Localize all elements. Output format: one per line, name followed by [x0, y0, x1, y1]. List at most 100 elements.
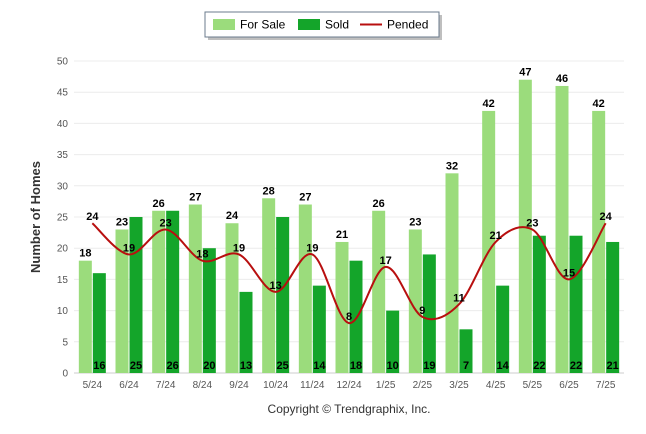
- for-sale-value-label: 23: [409, 216, 421, 228]
- bars: [78, 79, 620, 374]
- pended-line: [91, 222, 607, 325]
- sold-bar: [386, 310, 400, 373]
- x-tick-label: 1/25: [376, 380, 396, 391]
- x-tick-label: 4/25: [486, 380, 506, 391]
- for-sale-value-label: 27: [189, 192, 201, 204]
- pended-value-label: 11: [453, 292, 465, 304]
- pended-value-label: 24: [600, 211, 613, 223]
- pended-value-label: 9: [419, 305, 425, 317]
- for-sale-bar: [262, 198, 276, 373]
- for-sale-bar: [408, 229, 422, 373]
- x-tick-label: 5/25: [523, 380, 543, 391]
- for-sale-value-label: 23: [116, 216, 128, 228]
- sold-value-label: 25: [130, 360, 142, 372]
- sold-value-label: 16: [93, 360, 105, 372]
- pended-value-label: 8: [346, 311, 352, 323]
- sold-value-label: 10: [387, 360, 399, 372]
- sold-value-label: 14: [313, 360, 326, 372]
- pended-value-label: 18: [196, 249, 208, 261]
- sold-bar: [459, 329, 473, 373]
- sold-value-label: 14: [497, 360, 510, 372]
- x-tick-label: 3/25: [449, 380, 469, 391]
- y-tick-label: 10: [57, 306, 69, 317]
- for-sale-bar: [372, 210, 386, 373]
- legend-sold-label: Sold: [325, 18, 349, 32]
- pended-value-label: 15: [563, 267, 575, 279]
- sold-value-label: 21: [607, 360, 619, 372]
- pended-value-label: 13: [270, 280, 282, 292]
- for-sale-value-label: 47: [519, 67, 531, 79]
- for-sale-bar: [298, 204, 312, 373]
- x-tick-label: 8/24: [193, 380, 213, 391]
- sold-value-label: 18: [350, 360, 362, 372]
- legend-box: [204, 11, 440, 38]
- sold-bar: [569, 235, 583, 373]
- pended-value-label: 23: [526, 217, 538, 229]
- sold-bar: [276, 217, 290, 373]
- for-sale-bar: [115, 229, 129, 373]
- sold-bar: [202, 248, 216, 373]
- sold-bar: [496, 285, 510, 373]
- for-sale-value-label: 24: [226, 210, 239, 222]
- y-tick-label: 35: [57, 150, 69, 161]
- x-tick-label: 2/25: [413, 380, 433, 391]
- pended-value-label: 19: [123, 242, 135, 254]
- x-tick-label: 6/25: [559, 380, 579, 391]
- sold-value-label: 22: [570, 360, 582, 372]
- x-tick-label: 5/24: [83, 380, 103, 391]
- for-sale-value-label: 26: [153, 198, 165, 210]
- sold-value-label: 19: [423, 360, 435, 372]
- pended-value-label: 17: [380, 255, 392, 267]
- sold-value-label: 13: [240, 360, 252, 372]
- y-tick-label: 50: [57, 57, 69, 68]
- sold-bar: [312, 285, 326, 373]
- x-tick-label: 12/24: [336, 380, 361, 391]
- pended-series-line: [91, 222, 607, 325]
- for-sale-value-label: 27: [299, 192, 311, 204]
- x-tick-label: 7/25: [596, 380, 616, 391]
- for-sale-bar: [152, 210, 166, 373]
- y-tick-label: 25: [57, 213, 69, 224]
- data-labels: 18 16 24 23 25 19 26 26 23 27 20 18 24 13 19 28 25 13 27 14…: [79, 67, 619, 372]
- y-tick-label: 20: [57, 244, 69, 255]
- for-sale-bar: [592, 110, 606, 374]
- for-sale-bar: [445, 173, 459, 373]
- y-tick-label: 45: [57, 88, 69, 99]
- x-tick-label: 11/24: [300, 380, 325, 391]
- for-sale-value-label: 21: [336, 229, 348, 241]
- for-sale-bar: [78, 260, 92, 373]
- for-sale-value-label: 28: [263, 185, 275, 197]
- y-axis-ticks: 0 5 10 15 20 25 30 35 40 45 50: [57, 57, 69, 380]
- sold-bar: [532, 235, 546, 373]
- y-tick-label: 30: [57, 181, 69, 192]
- sold-bar: [422, 254, 436, 373]
- sold-value-label: 25: [277, 360, 289, 372]
- for-sale-value-label: 26: [373, 198, 385, 210]
- gridlines: [74, 60, 624, 374]
- x-tick-label: 6/24: [119, 380, 139, 391]
- legend: For Sale Sold Pended: [204, 11, 442, 40]
- y-axis-title: Number of Homes: [28, 161, 43, 273]
- pended-value-label: 21: [490, 230, 502, 242]
- legend-for-sale-label: For Sale: [240, 18, 286, 32]
- for-sale-value-label: 42: [483, 98, 495, 110]
- pended-value-label: 23: [160, 217, 172, 229]
- sold-bar: [606, 241, 620, 373]
- sold-bar: [166, 210, 180, 373]
- y-tick-label: 5: [62, 337, 68, 348]
- pended-value-label: 19: [306, 242, 318, 254]
- x-tick-label: 10/24: [263, 380, 288, 391]
- y-tick-label: 40: [57, 119, 69, 130]
- legend-sold-swatch: [298, 19, 320, 30]
- y-tick-label: 0: [62, 369, 68, 380]
- sold-value-label: 7: [463, 360, 469, 372]
- sold-bar: [239, 291, 253, 373]
- legend-pended-label: Pended: [387, 18, 428, 32]
- for-sale-bar: [555, 85, 569, 374]
- sold-value-label: 26: [167, 360, 179, 372]
- sold-bar: [129, 217, 143, 373]
- for-sale-value-label: 42: [593, 98, 605, 110]
- pended-value-label: 19: [233, 242, 245, 254]
- sold-value-label: 22: [533, 360, 545, 372]
